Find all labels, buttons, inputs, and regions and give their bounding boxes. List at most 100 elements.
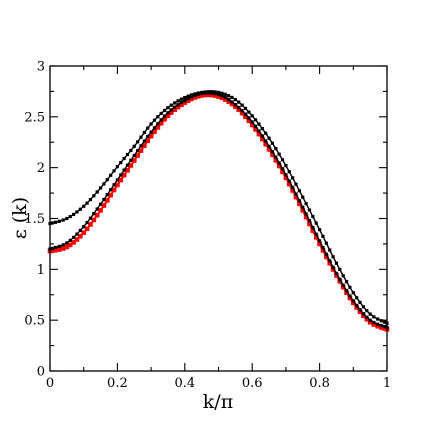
data-point <box>71 212 76 217</box>
data-point <box>121 172 127 178</box>
data-point <box>364 316 370 322</box>
data-point <box>192 95 198 100</box>
data-point <box>111 187 117 193</box>
data-point <box>301 195 305 199</box>
data-point <box>249 122 255 128</box>
data-point <box>358 300 362 305</box>
data-point <box>68 215 72 219</box>
data-point <box>383 320 387 324</box>
data-point <box>239 110 245 116</box>
data-point <box>226 99 231 104</box>
data-point <box>379 319 384 323</box>
data-point <box>145 138 151 144</box>
data-point <box>67 242 73 248</box>
data-point <box>156 122 160 126</box>
data-point <box>193 92 197 96</box>
data-point <box>361 305 366 309</box>
data-point <box>338 267 342 272</box>
data-point <box>173 105 177 109</box>
data-point <box>303 214 309 220</box>
data-point <box>210 91 214 95</box>
data-point <box>334 271 339 275</box>
data-point <box>287 179 291 183</box>
data-point <box>189 95 194 99</box>
data-point <box>307 219 312 223</box>
data-point <box>88 216 93 220</box>
data-point <box>365 315 369 319</box>
data-point <box>324 252 328 256</box>
data-point <box>75 232 79 236</box>
data-point <box>324 241 328 245</box>
data-point <box>68 238 72 242</box>
data-point <box>108 192 113 198</box>
data-point <box>60 246 66 251</box>
data-point <box>146 134 150 139</box>
data-point <box>233 97 237 102</box>
data-point <box>337 279 343 284</box>
data-point <box>142 143 147 148</box>
data-point <box>115 178 119 182</box>
data-point <box>216 92 221 97</box>
data-point <box>327 260 333 266</box>
data-point <box>186 97 190 101</box>
data-point <box>236 107 242 113</box>
data-point <box>202 92 208 98</box>
data-point <box>376 317 380 321</box>
data-point <box>273 157 279 163</box>
data-point <box>165 113 171 119</box>
axes-layer: 0 0.2 0.4 0.6 0.8 1 0 0.5 1 1.5 2 2.5 3 <box>24 60 391 392</box>
data-point <box>344 280 349 284</box>
data-point <box>142 130 146 135</box>
data-point <box>179 102 184 108</box>
data-point <box>375 323 380 329</box>
data-point <box>266 147 272 152</box>
data-point <box>139 144 143 148</box>
data-point <box>371 322 377 327</box>
data-point <box>61 218 65 222</box>
data-point <box>260 136 265 142</box>
data-point <box>92 194 96 198</box>
y-tick-label: 1 <box>37 263 45 278</box>
data-point <box>189 96 194 102</box>
data-point <box>347 295 353 301</box>
data-point <box>159 111 163 116</box>
data-point <box>270 141 275 145</box>
data-point <box>105 178 109 182</box>
data-point <box>367 319 373 325</box>
data-point <box>341 274 345 278</box>
data-point <box>213 91 217 96</box>
y-tick-label: 2 <box>37 161 45 176</box>
data-point <box>230 95 234 100</box>
data-point <box>78 228 82 233</box>
data-point <box>328 259 332 263</box>
data-point <box>320 248 326 253</box>
data-point <box>311 214 315 219</box>
data-point <box>220 94 224 98</box>
data-point <box>379 323 384 328</box>
data-point <box>162 117 167 122</box>
data-point <box>92 212 96 216</box>
data-point <box>216 94 221 99</box>
data-point <box>53 245 58 250</box>
data-point <box>264 139 268 143</box>
data-point <box>119 160 123 165</box>
data-point <box>383 324 387 329</box>
data-point <box>237 105 241 110</box>
data-point <box>257 129 261 133</box>
data-point <box>365 309 369 313</box>
data-point <box>233 104 238 109</box>
data-point <box>344 289 349 293</box>
data-point <box>57 219 61 223</box>
data-point <box>294 182 298 186</box>
data-point <box>237 100 241 104</box>
data-point <box>57 244 61 248</box>
data-point <box>274 147 278 151</box>
data-point <box>286 181 292 187</box>
plot-background <box>50 66 387 371</box>
data-point <box>253 124 258 128</box>
data-point <box>270 152 275 158</box>
data-point <box>291 176 295 180</box>
data-point <box>355 303 359 308</box>
data-point <box>102 197 106 202</box>
data-point <box>71 240 76 245</box>
